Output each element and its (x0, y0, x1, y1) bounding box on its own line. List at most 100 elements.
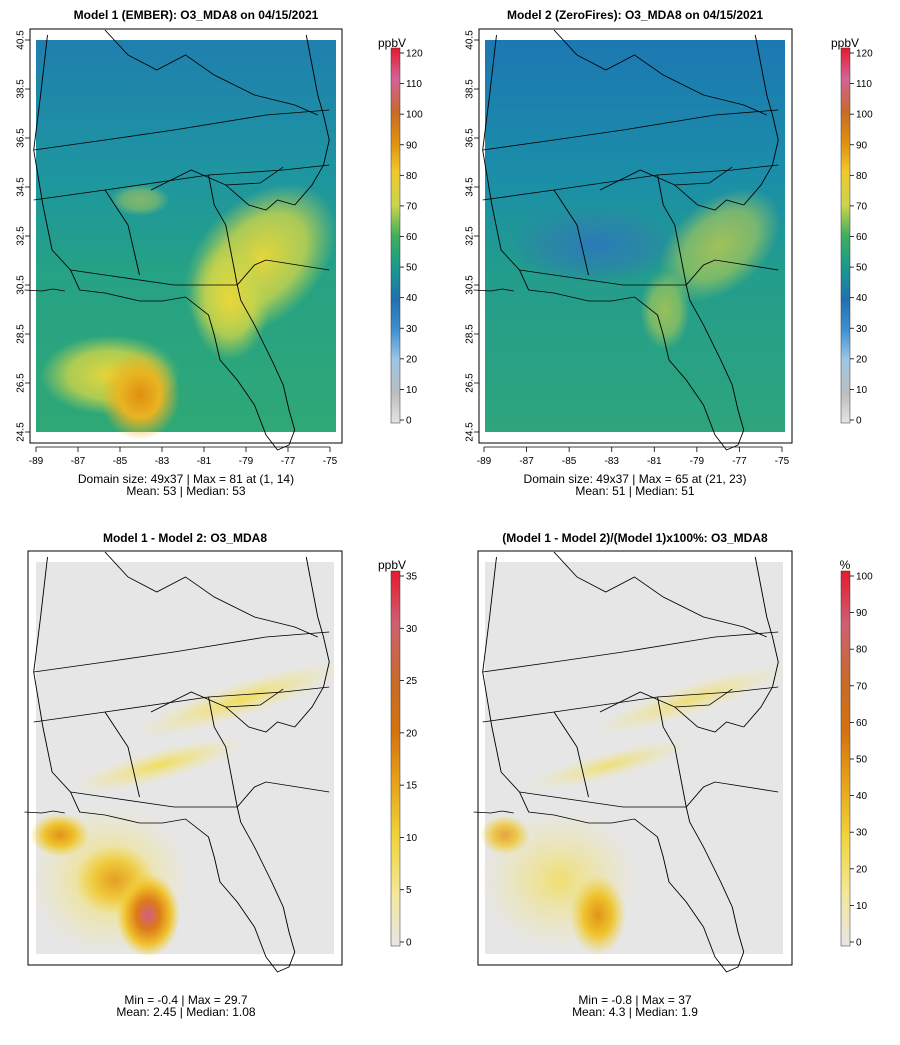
panel1-colorbar-tick-label: 120 (406, 49, 423, 60)
panel3-frame (27, 550, 343, 966)
panel1-colorbar-tick-label: 60 (406, 232, 418, 243)
panel4-stats-line2: Mean: 4.3 | Median: 1.9 (572, 1005, 698, 1019)
panel-difference: Model 1 - Model 2: O3_MDA8 ppbV 0 5 10 15 20… (24, 531, 418, 1019)
panel2-stats-line1: Domain size: 49x37 | Max = 65 at (21, 23… (524, 472, 747, 486)
panel4-colorbar-tick-label: 40 (856, 791, 868, 802)
panel4-colorbar-tick-label: 20 (856, 864, 868, 875)
panel1-y-tick-label: 34.5 (16, 177, 27, 197)
panel2-x-axis: -89 -87 -85 -83 -81 -79 -77 -75 (477, 446, 790, 467)
panel1-x-axis: -89 -87 -85 -83 -81 -79 -77 -75 (29, 446, 338, 467)
panel1-x-tick-label: -87 (71, 456, 86, 467)
panel3-map (24, 551, 345, 973)
panel2-x-tick-label: -89 (477, 456, 492, 467)
panel4-colorbar: % 0 10 20 30 40 50 60 70 80 90 100 (840, 558, 873, 949)
panel2-colorbar-unit: ppbV (831, 36, 859, 50)
panel1-colorbar-unit: ppbV (378, 36, 406, 50)
panel1-colorbar-tick-label: 0 (406, 416, 412, 427)
panel1-x-tick-label: -89 (29, 456, 44, 467)
panel4-colorbar-tick-label: 80 (856, 645, 868, 656)
panel1-colorbar-tick-label: 20 (406, 354, 418, 365)
panel4-colorbar-tick-label: 60 (856, 718, 868, 729)
panel3-stats-line2: Mean: 2.45 | Median: 1.08 (116, 1005, 256, 1019)
panel3-colorbar-tick-label: 30 (406, 624, 418, 635)
panel1-colorbar-tick-label: 70 (406, 201, 418, 212)
panel1-colorbar-tick-label: 10 (406, 385, 418, 396)
panel1-colorbar-tick-label: 40 (406, 293, 418, 304)
panel-model1: Model 1 (EMBER): O3_MDA8 on 04/15/2021 -… (16, 8, 423, 498)
panel1-y-axis: 24.5 26.5 28.5 30.5 32.5 34.5 36.5 38.5 40.5 (16, 30, 31, 442)
panel1-y-tick-label: 38.5 (16, 79, 27, 99)
panel1-x-tick-label: -79 (239, 456, 254, 467)
panel2-colorbar-tick-label: 110 (856, 79, 872, 90)
panel1-x-tick-label: -81 (197, 456, 212, 467)
panel2-colorbar-tick-label: 100 (856, 110, 873, 121)
panel2-x-tick-label: -85 (562, 456, 577, 467)
panel-model2: Model 2 (ZeroFires): O3_MDA8 on 04/15/20… (465, 8, 873, 498)
panel2-y-tick-label: 30.5 (465, 275, 476, 295)
panel1-colorbar: ppbV 0 10 20 30 40 50 60 70 80 90 100 110 120 (378, 36, 423, 427)
panel3-stats-line1: Min = -0.4 | Max = 29.7 (124, 993, 248, 1007)
panel2-colorbar-tick-label: 80 (856, 171, 868, 182)
panel4-colorbar-tick-label: 0 (856, 938, 862, 949)
panel3-colorbar-tick-label: 20 (406, 728, 418, 739)
panel1-y-tick-label: 40.5 (16, 30, 27, 50)
panel1-y-tick-label: 24.5 (16, 422, 27, 442)
panel1-map (24, 29, 337, 451)
panel1-x-tick-label: -83 (155, 456, 170, 467)
panel2-y-tick-label: 36.5 (465, 128, 476, 148)
panel4-colorbar-tick-label: 90 (856, 608, 868, 619)
panel4-colorbar-tick-label: 100 (856, 572, 873, 583)
panel4-colorbar-tick-label: 70 (856, 681, 868, 692)
panel1-y-tick-label: 36.5 (16, 128, 27, 148)
panel3-title: Model 1 - Model 2: O3_MDA8 (103, 531, 267, 545)
panel2-y-tick-label: 34.5 (465, 177, 476, 197)
panel1-x-tick-label: -85 (113, 456, 128, 467)
panel1-y-tick-label: 28.5 (16, 324, 27, 344)
panel2-stats-line2: Mean: 51 | Median: 51 (575, 484, 695, 498)
panel1-colorbar-tick-label: 50 (406, 263, 418, 274)
panel3-colorbar-unit: ppbV (378, 558, 406, 572)
panel2-y-tick-label: 40.5 (465, 30, 476, 50)
panel1-colorbar-tick-label: 90 (406, 140, 418, 151)
panel2-colorbar-tick-label: 0 (856, 416, 862, 427)
panel3-colorbar-tick-label: 5 (406, 885, 412, 896)
panel2-title: Model 2 (ZeroFires): O3_MDA8 on 04/15/20… (507, 8, 763, 22)
panel2-colorbar: ppbV 0 10 20 30 40 50 60 70 80 90 100 110 120 (831, 36, 873, 427)
panel2-colorbar-tick-label: 10 (856, 385, 868, 396)
panel4-map (473, 551, 790, 973)
panel4-colorbar-unit: % (840, 558, 851, 572)
panel2-y-tick-label: 32.5 (465, 226, 476, 246)
panel4-stats-line1: Min = -0.8 | Max = 37 (578, 993, 691, 1007)
panel2-colorbar-tick-label: 30 (856, 324, 868, 335)
panel2-colorbar-tick-label: 60 (856, 232, 868, 243)
panel1-title: Model 1 (EMBER): O3_MDA8 on 04/15/2021 (74, 8, 319, 22)
panel2-x-tick-label: -87 (519, 456, 534, 467)
panel2-y-tick-label: 28.5 (465, 324, 476, 344)
panel1-stats-line2: Mean: 53 | Median: 53 (126, 484, 246, 498)
panel2-y-axis: 24.5 26.5 28.5 30.5 32.5 34.5 36.5 38.5 40.5 (465, 30, 480, 442)
panel2-colorbar-tick-label: 70 (856, 201, 868, 212)
panel3-colorbar-tick-label: 10 (406, 833, 418, 844)
panel4-colorbar-tick-label: 50 (856, 755, 868, 766)
panel2-map (473, 29, 785, 451)
panel1-stats-line1: Domain size: 49x37 | Max = 81 at (1, 14) (78, 472, 294, 486)
panel3-colorbar: ppbV 0 5 10 15 20 25 30 35 (378, 558, 418, 949)
panel2-x-tick-label: -75 (775, 456, 790, 467)
panel1-x-tick-label: -75 (323, 456, 338, 467)
panel2-colorbar-tick-label: 50 (856, 263, 868, 274)
panel2-y-tick-label: 24.5 (465, 422, 476, 442)
panel-percent-difference: (Model 1 - Model 2)/(Model 1)x100%: O3_M… (473, 531, 873, 1019)
panel1-x-tick-label: -77 (281, 456, 296, 467)
panel1-y-tick-label: 32.5 (16, 226, 27, 246)
panel4-title: (Model 1 - Model 2)/(Model 1)x100%: O3_M… (502, 531, 768, 545)
panel2-x-tick-label: -83 (604, 456, 619, 467)
panel1-y-tick-label: 26.5 (16, 373, 27, 393)
panel4-frame (477, 550, 793, 966)
panel2-x-tick-label: -79 (690, 456, 705, 467)
panel2-colorbar-tick-label: 90 (856, 140, 868, 151)
panel1-colorbar-tick-label: 30 (406, 324, 418, 335)
panel4-colorbar-tick-label: 10 (856, 901, 868, 912)
panel2-x-tick-label: -81 (647, 456, 662, 467)
panel3-colorbar-tick-label: 15 (406, 781, 418, 792)
